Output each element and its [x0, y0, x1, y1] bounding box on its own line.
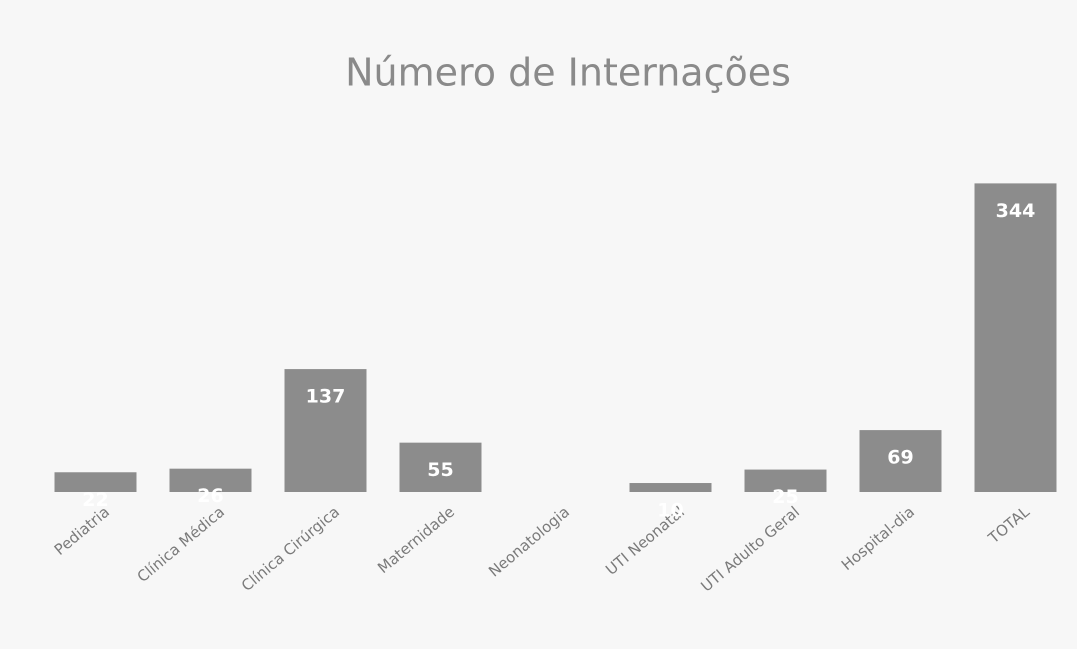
data-label: 25 [772, 486, 798, 508]
bar [744, 469, 827, 492]
bar [974, 183, 1057, 492]
data-label: 55 [427, 459, 453, 481]
bar [169, 468, 252, 492]
bar [859, 430, 942, 492]
chart-title: Número de Internações [345, 51, 791, 95]
data-label: 10 [657, 500, 683, 522]
data-label: 22 [82, 489, 108, 511]
bar [629, 483, 712, 492]
data-label: 137 [306, 386, 346, 408]
bar [54, 472, 137, 492]
bar [399, 442, 482, 492]
data-label: 26 [197, 485, 223, 507]
bar [284, 369, 367, 492]
data-label: 344 [996, 200, 1036, 222]
data-label: 69 [887, 447, 913, 469]
